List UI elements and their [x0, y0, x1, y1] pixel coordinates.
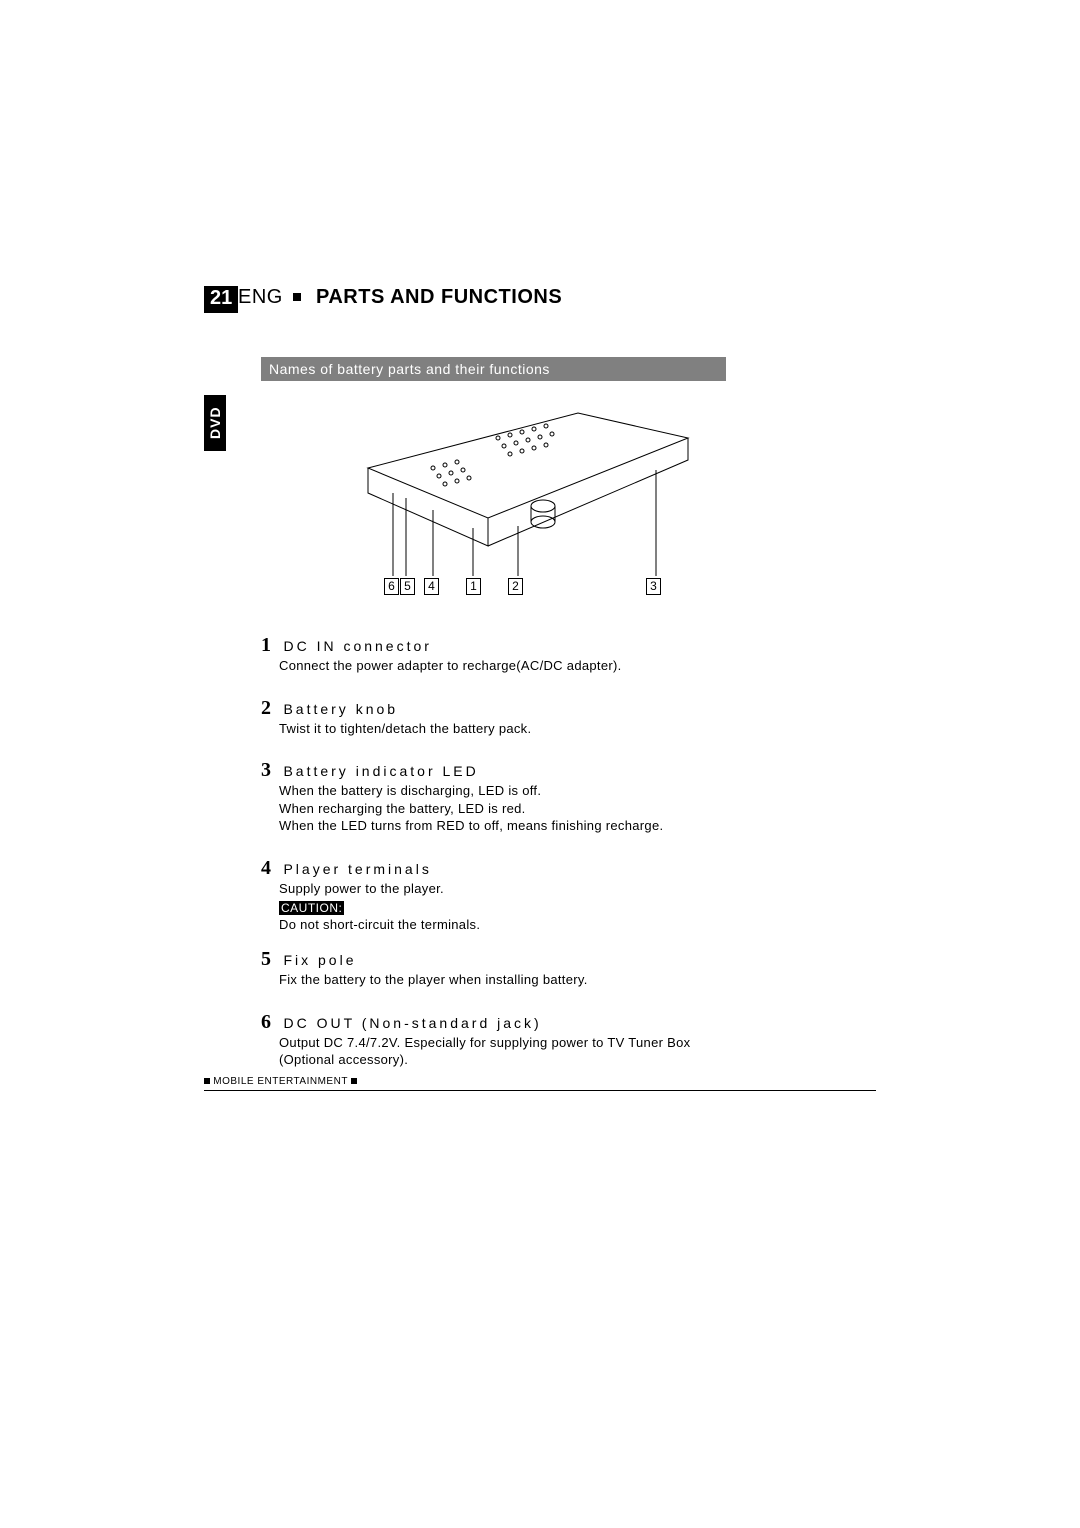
battery-diagram — [338, 398, 698, 598]
page-number: 21 — [204, 286, 238, 313]
label-box: 5 — [400, 578, 415, 595]
manual-page: 21 ENG PARTS AND FUNCTIONS Names of batt… — [0, 0, 1080, 1528]
item-desc: Connect the power adapter to recharge(AC… — [279, 657, 731, 675]
item-desc: When the battery is discharging, LED is … — [279, 782, 731, 835]
square-icon — [351, 1078, 357, 1084]
item-title: Battery indicator LED — [283, 763, 478, 779]
footer-rule — [204, 1090, 876, 1091]
item-1: 1 DC IN connector Connect the power adap… — [261, 634, 731, 675]
item-5: 5 Fix pole Fix the battery to the player… — [261, 948, 731, 989]
lang-label: ENG — [238, 286, 305, 309]
item-title: DC OUT (Non-standard jack) — [283, 1015, 541, 1031]
side-tab-dvd: DVD — [204, 395, 226, 451]
item-desc: Fix the battery to the player when insta… — [279, 971, 731, 989]
item-2: 2 Battery knob Twist it to tighten/detac… — [261, 697, 731, 738]
item-6: 6 DC OUT (Non-standard jack) Output DC 7… — [261, 1011, 731, 1069]
section-title-bar: Names of battery parts and their functio… — [261, 357, 726, 381]
label-box: 3 — [646, 578, 661, 595]
item-title: Battery knob — [283, 701, 398, 717]
item-number: 6 — [261, 1011, 279, 1034]
item-desc: Twist it to tighten/detach the battery p… — [279, 720, 731, 738]
item-number: 2 — [261, 697, 279, 720]
square-icon — [293, 293, 301, 301]
label-box: 6 — [384, 578, 399, 595]
items-list: 1 DC IN connector Connect the power adap… — [261, 634, 731, 1091]
item-4: 4 Player terminals Supply power to the p… — [261, 857, 731, 933]
item-title: Fix pole — [283, 952, 356, 968]
caution-label: CAUTION: — [279, 901, 344, 915]
footer-text: MOBILE ENTERTAINMENT — [204, 1076, 357, 1087]
label-box: 1 — [466, 578, 481, 595]
caution-desc: Do not short-circuit the terminals. — [279, 917, 731, 932]
item-number: 5 — [261, 948, 279, 971]
item-number: 4 — [261, 857, 279, 880]
item-desc: Supply power to the player. — [279, 880, 731, 898]
label-box: 4 — [424, 578, 439, 595]
square-icon — [204, 1078, 210, 1084]
item-title: DC IN connector — [283, 638, 431, 654]
page-title: PARTS AND FUNCTIONS — [316, 286, 562, 309]
item-number: 1 — [261, 634, 279, 657]
item-desc: Output DC 7.4/7.2V. Especially for suppl… — [279, 1034, 731, 1069]
diagram-number-labels: 654 1 2 3 — [384, 578, 662, 595]
label-box: 2 — [508, 578, 523, 595]
item-3: 3 Battery indicator LED When the battery… — [261, 759, 731, 835]
item-number: 3 — [261, 759, 279, 782]
item-title: Player terminals — [283, 861, 431, 877]
